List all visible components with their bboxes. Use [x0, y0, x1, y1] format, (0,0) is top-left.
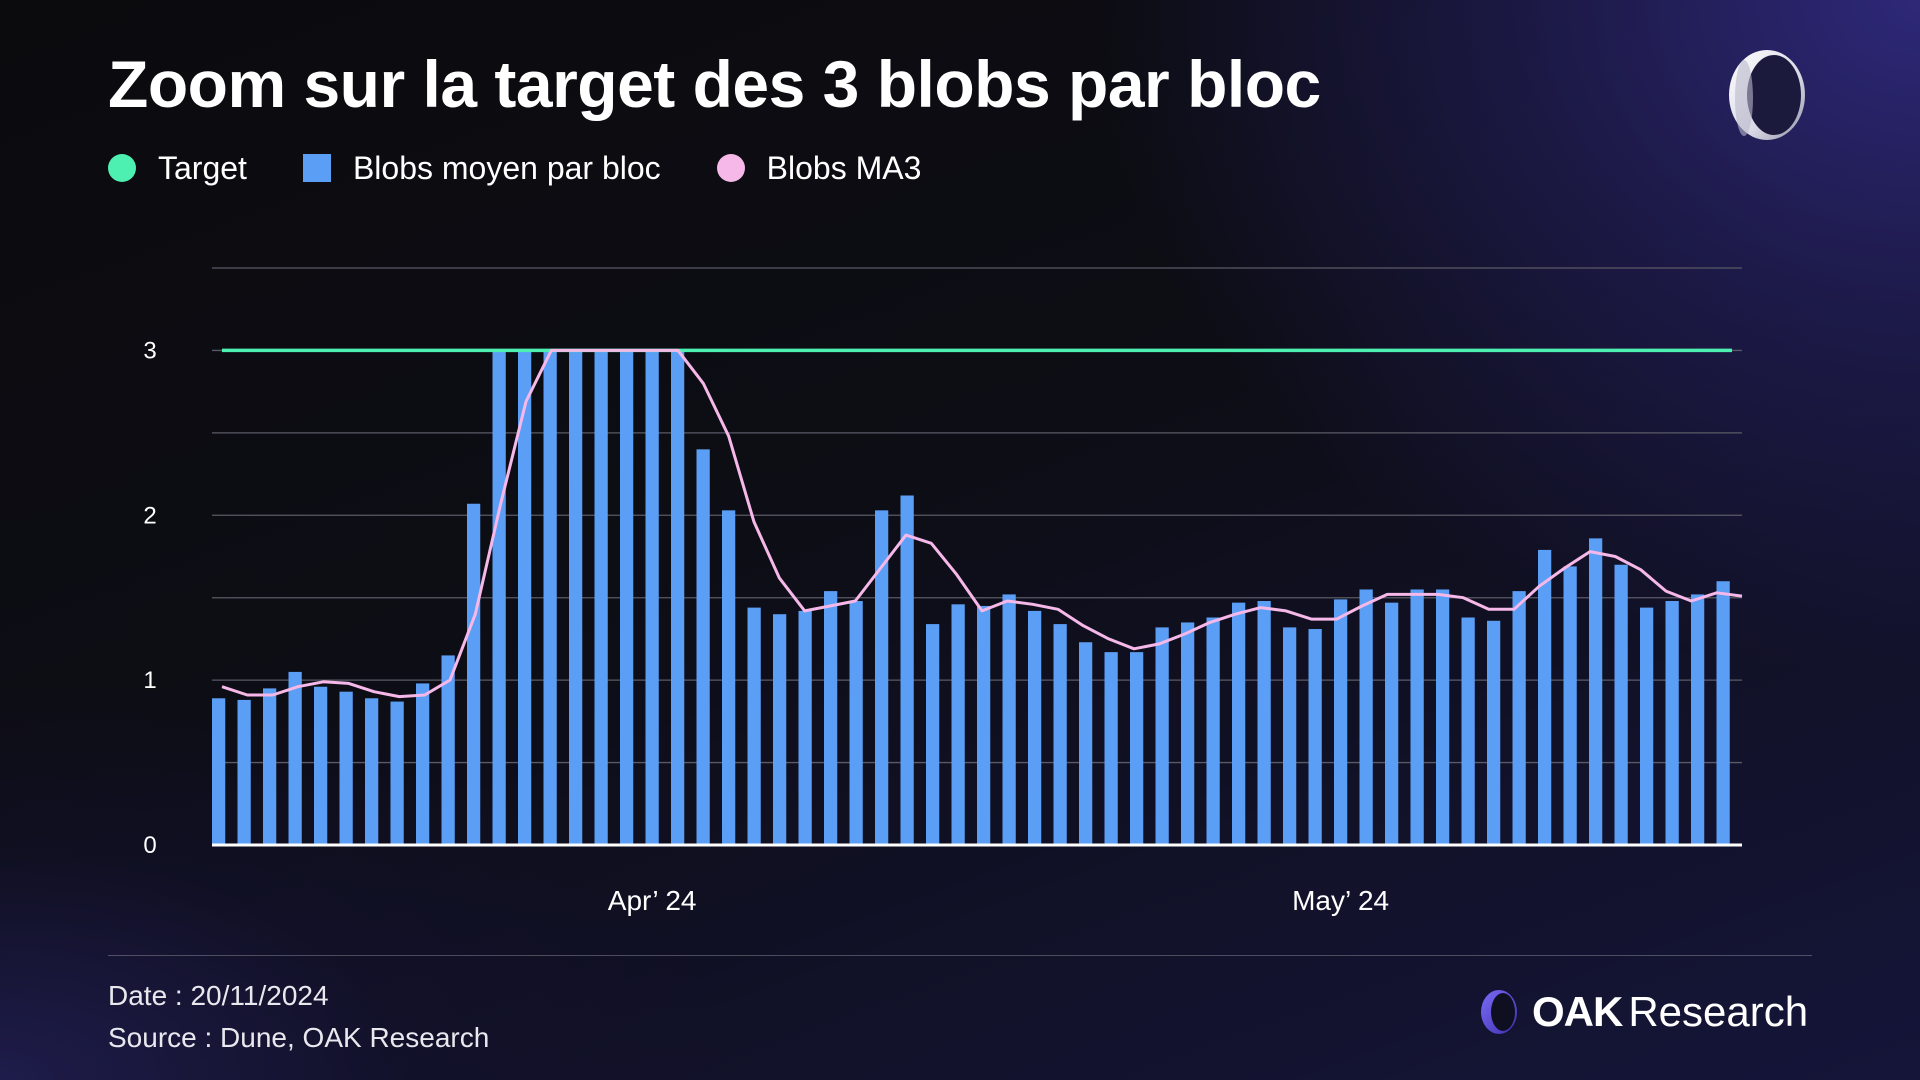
bar	[1002, 594, 1016, 845]
footer-divider	[108, 955, 1812, 956]
bar	[849, 601, 863, 845]
legend-label-blobs-ma3: Blobs MA3	[766, 149, 922, 186]
y-tick-label: 2	[143, 502, 156, 529]
bar	[875, 510, 889, 845]
bar	[237, 699, 251, 845]
bar	[594, 350, 608, 845]
footer-date: Date : 20/11/2024	[108, 980, 329, 1011]
bar	[1385, 602, 1399, 845]
bar	[1181, 622, 1195, 845]
legend-item-target: Target	[108, 150, 247, 187]
bar	[1130, 652, 1144, 845]
bar	[543, 350, 557, 845]
y-tick-label: 3	[143, 337, 156, 364]
bar	[1308, 629, 1322, 845]
bar	[824, 591, 838, 845]
legend-item-blobs-moyen: Blobs moyen par bloc	[302, 149, 661, 187]
bar	[1691, 594, 1705, 845]
bar	[1665, 601, 1679, 845]
bar	[1640, 607, 1654, 845]
bar	[798, 610, 812, 845]
bar	[339, 691, 353, 845]
bar	[1053, 624, 1067, 845]
bar	[1410, 589, 1424, 845]
bar	[1334, 599, 1348, 845]
bar	[1155, 627, 1169, 845]
bar	[314, 686, 328, 845]
bar	[773, 614, 787, 845]
y-axis-ticks: 0 1 2 3	[143, 337, 156, 859]
bar	[1283, 627, 1297, 845]
legend-swatch-blobs-moyen	[302, 154, 331, 182]
chart-title: Zoom sur la target des 3 blobs par bloc	[108, 47, 1321, 121]
oak-brand-icon	[1481, 990, 1517, 1034]
bar	[1206, 617, 1220, 845]
bar	[365, 698, 379, 845]
bar	[569, 350, 583, 845]
bar	[416, 683, 430, 845]
x-tick-label: Apr’ 24	[608, 885, 697, 916]
bar	[1614, 564, 1628, 845]
bar	[900, 495, 914, 845]
bar	[288, 671, 302, 845]
legend-swatch-blobs-ma3	[716, 154, 745, 182]
bar-series	[212, 350, 1742, 847]
x-tick-label: May’ 24	[1292, 885, 1389, 916]
bar	[441, 655, 455, 845]
bar	[1512, 591, 1526, 845]
bar	[951, 604, 965, 845]
bar	[518, 350, 532, 845]
bar	[467, 503, 481, 845]
ma3-line	[221, 348, 1743, 699]
bar	[1436, 589, 1450, 845]
x-axis-ticks: Apr’ 24 May’ 24	[608, 885, 1389, 916]
bar	[1461, 617, 1475, 845]
legend-label-target: Target	[158, 149, 247, 186]
bar	[620, 350, 634, 845]
bar	[645, 350, 659, 845]
ma3-series	[221, 348, 1743, 699]
legend-item-blobs-ma3: Blobs MA3	[716, 149, 922, 187]
bar	[1104, 652, 1118, 845]
bar	[1257, 601, 1271, 845]
bar	[1589, 538, 1603, 845]
bar	[1232, 602, 1246, 845]
bar	[671, 350, 685, 845]
brand-logo: OAK Research	[1478, 988, 1808, 1036]
oak-logo-icon	[1729, 50, 1805, 140]
bar	[1487, 620, 1501, 845]
bar	[977, 605, 991, 845]
chart-legend: Target Blobs moyen par bloc Blobs MA3	[108, 148, 977, 188]
bar	[212, 698, 226, 845]
legend-swatch-target	[108, 154, 136, 182]
bar	[1716, 581, 1730, 845]
bar	[1359, 589, 1373, 845]
bar	[390, 701, 404, 845]
bar	[263, 688, 277, 845]
y-tick-label: 1	[143, 667, 156, 694]
bar	[1563, 566, 1577, 845]
bar	[722, 510, 736, 845]
bar	[1028, 610, 1042, 845]
brand-name-bold: OAK	[1532, 988, 1623, 1035]
bar	[1079, 642, 1093, 845]
legend-label-blobs-moyen: Blobs moyen par bloc	[352, 149, 661, 186]
footer-source: Source : Dune, OAK Research	[108, 1022, 490, 1053]
bar	[492, 350, 506, 845]
y-tick-label: 0	[143, 832, 156, 859]
bar	[926, 624, 940, 845]
bar	[696, 449, 710, 845]
bar	[747, 607, 761, 845]
brand-name-light: Research	[1628, 988, 1809, 1035]
bar	[1538, 549, 1552, 845]
